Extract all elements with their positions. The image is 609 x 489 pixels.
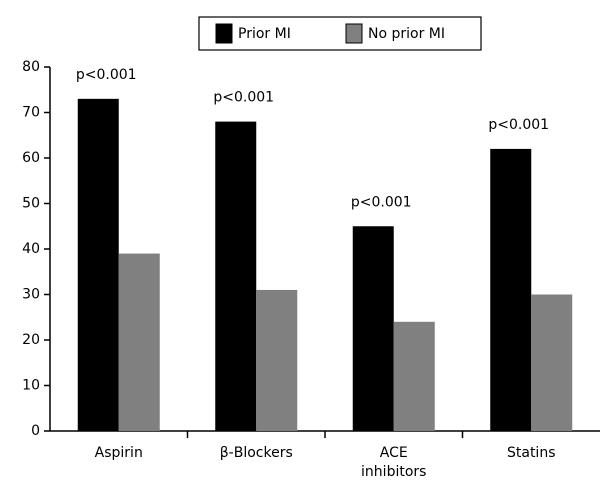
y-tick-label: 20 bbox=[22, 332, 40, 348]
legend-swatch bbox=[215, 23, 233, 44]
legend-box bbox=[198, 16, 482, 51]
legend-label: Prior MI bbox=[238, 26, 291, 42]
bar bbox=[77, 98, 119, 431]
y-tick-label: 70 bbox=[22, 105, 40, 121]
y-tick-label: 60 bbox=[22, 150, 40, 166]
bar bbox=[352, 226, 394, 431]
bar bbox=[531, 294, 573, 431]
bar bbox=[490, 148, 532, 431]
y-tick-label: 10 bbox=[22, 378, 40, 394]
annotation: p<0.001 bbox=[488, 117, 549, 133]
x-tick-label: β-Blockers bbox=[220, 445, 293, 461]
legend-label: No prior MI bbox=[368, 26, 445, 42]
x-tick-label: Aspirin bbox=[95, 445, 143, 461]
bar bbox=[118, 253, 160, 431]
y-tick-label: 0 bbox=[31, 423, 40, 439]
legend-swatch bbox=[345, 23, 363, 44]
y-tick-label: 80 bbox=[22, 59, 40, 75]
y-tick-label: 40 bbox=[22, 241, 40, 257]
x-tick-label: ACE inhibitors bbox=[361, 445, 426, 480]
bar bbox=[256, 289, 298, 431]
annotation: p<0.001 bbox=[76, 67, 137, 83]
y-tick-label: 50 bbox=[22, 196, 40, 212]
bar bbox=[393, 321, 435, 431]
y-tick-label: 30 bbox=[22, 287, 40, 303]
bar bbox=[215, 121, 257, 431]
annotation: p<0.001 bbox=[213, 90, 274, 106]
annotation: p<0.001 bbox=[351, 194, 412, 210]
x-tick-label: Statins bbox=[507, 445, 556, 461]
